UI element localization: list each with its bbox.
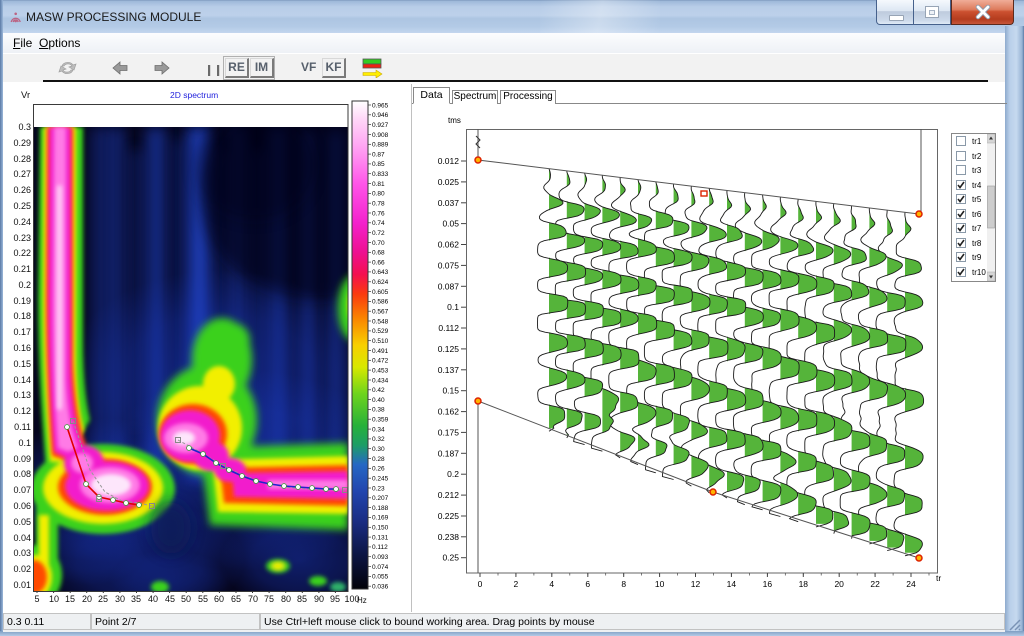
svg-text:0.81: 0.81 xyxy=(372,181,385,188)
svg-text:0.66: 0.66 xyxy=(372,259,385,266)
svg-text:0.238: 0.238 xyxy=(438,532,460,542)
svg-text:0.74: 0.74 xyxy=(372,220,385,227)
svg-text:4: 4 xyxy=(549,579,554,589)
svg-text:tms: tms xyxy=(448,116,461,125)
svg-text:14: 14 xyxy=(727,579,737,589)
svg-text:0.037: 0.037 xyxy=(438,198,460,208)
svg-text:0.28: 0.28 xyxy=(372,456,385,463)
svg-text:0.137: 0.137 xyxy=(438,365,460,375)
svg-text:0.26: 0.26 xyxy=(372,466,385,473)
svg-text:0.42: 0.42 xyxy=(372,387,385,394)
svg-text:0.548: 0.548 xyxy=(372,318,389,325)
svg-text:0.175: 0.175 xyxy=(438,427,460,437)
svg-text:0.965: 0.965 xyxy=(372,102,389,109)
svg-text:0: 0 xyxy=(478,579,483,589)
svg-text:0.30: 0.30 xyxy=(372,446,385,453)
svg-text:10: 10 xyxy=(655,579,665,589)
svg-text:24: 24 xyxy=(906,579,916,589)
svg-text:0.112: 0.112 xyxy=(372,544,388,551)
svg-text:0.212: 0.212 xyxy=(438,490,460,500)
svg-text:0.25: 0.25 xyxy=(442,553,459,563)
svg-text:0.036: 0.036 xyxy=(372,584,389,591)
svg-text:0.075: 0.075 xyxy=(438,260,460,270)
svg-text:0.245: 0.245 xyxy=(372,476,389,483)
svg-text:0.624: 0.624 xyxy=(372,279,389,286)
svg-text:tr: tr xyxy=(936,573,941,583)
svg-text:8: 8 xyxy=(621,579,626,589)
svg-text:0.169: 0.169 xyxy=(372,515,389,522)
svg-text:18: 18 xyxy=(799,579,809,589)
svg-text:0.112: 0.112 xyxy=(438,323,459,333)
svg-text:22: 22 xyxy=(870,579,880,589)
svg-text:0.889: 0.889 xyxy=(372,142,389,149)
svg-text:0.72: 0.72 xyxy=(372,230,385,237)
svg-text:0.187: 0.187 xyxy=(438,448,460,458)
svg-text:0.34: 0.34 xyxy=(372,426,385,433)
svg-text:0.643: 0.643 xyxy=(372,269,389,276)
svg-text:0.87: 0.87 xyxy=(372,151,385,158)
svg-text:0.68: 0.68 xyxy=(372,250,385,257)
svg-text:0.605: 0.605 xyxy=(372,289,389,296)
svg-text:0.40: 0.40 xyxy=(372,397,385,404)
svg-text:0.78: 0.78 xyxy=(372,201,385,208)
svg-text:0.025: 0.025 xyxy=(438,177,460,187)
svg-text:0.093: 0.093 xyxy=(372,554,389,561)
svg-text:0.207: 0.207 xyxy=(372,495,389,502)
svg-text:0.055: 0.055 xyxy=(372,574,389,581)
svg-text:6: 6 xyxy=(585,579,590,589)
svg-text:0.70: 0.70 xyxy=(372,240,385,247)
svg-text:0.927: 0.927 xyxy=(372,122,389,129)
svg-text:0.012: 0.012 xyxy=(438,156,460,166)
svg-text:0.85: 0.85 xyxy=(372,161,385,168)
svg-text:0.150: 0.150 xyxy=(372,525,389,532)
svg-text:0.434: 0.434 xyxy=(372,377,389,384)
svg-text:0.359: 0.359 xyxy=(372,417,389,424)
svg-text:0.586: 0.586 xyxy=(372,299,389,306)
svg-text:0.074: 0.074 xyxy=(372,564,389,571)
svg-text:0.162: 0.162 xyxy=(438,407,460,417)
svg-text:0.491: 0.491 xyxy=(372,348,389,355)
svg-text:20: 20 xyxy=(834,579,844,589)
svg-text:16: 16 xyxy=(763,579,773,589)
svg-text:0.76: 0.76 xyxy=(372,210,385,217)
svg-text:0.125: 0.125 xyxy=(438,344,460,354)
svg-text:0.38: 0.38 xyxy=(372,407,385,414)
svg-text:0.472: 0.472 xyxy=(372,358,389,365)
svg-text:0.2: 0.2 xyxy=(447,469,459,479)
svg-text:0.062: 0.062 xyxy=(438,240,460,250)
svg-text:0.188: 0.188 xyxy=(372,505,389,512)
svg-text:0.05: 0.05 xyxy=(442,219,459,229)
svg-text:2: 2 xyxy=(514,579,519,589)
svg-text:0.1: 0.1 xyxy=(447,302,459,312)
svg-text:0.32: 0.32 xyxy=(372,436,385,443)
svg-text:0.946: 0.946 xyxy=(372,112,389,119)
svg-text:0.131: 0.131 xyxy=(372,534,389,541)
svg-text:0.908: 0.908 xyxy=(372,132,389,139)
svg-text:0.225: 0.225 xyxy=(438,511,460,521)
svg-text:0.80: 0.80 xyxy=(372,191,385,198)
svg-text:0.567: 0.567 xyxy=(372,309,389,316)
svg-text:0.510: 0.510 xyxy=(372,338,389,345)
svg-text:0.529: 0.529 xyxy=(372,328,389,335)
svg-text:0.453: 0.453 xyxy=(372,367,389,374)
svg-text:0.23: 0.23 xyxy=(372,485,385,492)
svg-text:12: 12 xyxy=(691,579,701,589)
svg-text:0.087: 0.087 xyxy=(438,281,460,291)
svg-text:0.833: 0.833 xyxy=(372,171,389,178)
svg-text:0.15: 0.15 xyxy=(442,386,459,396)
